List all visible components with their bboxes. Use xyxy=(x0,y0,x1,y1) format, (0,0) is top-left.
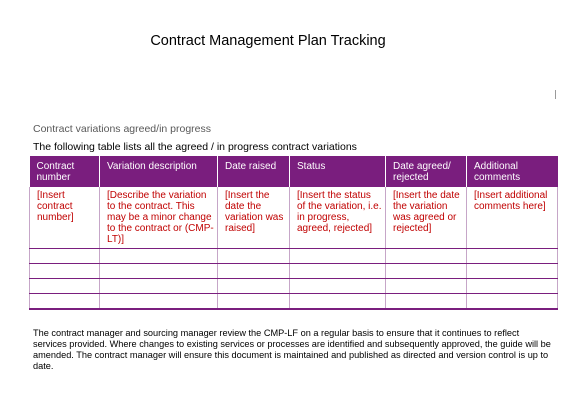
table-cell[interactable] xyxy=(99,263,218,279)
table-row xyxy=(29,293,558,310)
table-cell[interactable] xyxy=(99,248,218,264)
table-cell[interactable] xyxy=(385,278,467,294)
cell-additional-comments[interactable]: [Insert additional comments here] xyxy=(466,187,558,249)
table-cell[interactable] xyxy=(29,263,100,279)
table-cell[interactable] xyxy=(466,263,558,279)
footer-paragraph: The contract manager and sourcing manage… xyxy=(33,328,551,371)
table-cell[interactable] xyxy=(29,293,100,310)
header-contract-number: Contract number xyxy=(29,156,100,187)
table-cell[interactable] xyxy=(99,293,218,310)
header-variation-description: Variation description xyxy=(99,156,218,187)
variations-table: Contract number Variation description Da… xyxy=(29,156,558,310)
table-row: [Insert contract number] [Describe the v… xyxy=(29,187,558,249)
cell-date-agreed-rejected[interactable]: [Insert the date the variation was agree… xyxy=(385,187,467,249)
table-cell[interactable] xyxy=(385,293,467,310)
header-date-agreed-rejected: Date agreed/ rejected xyxy=(385,156,467,187)
table-cell[interactable] xyxy=(217,278,290,294)
header-status: Status xyxy=(289,156,386,187)
table-cell[interactable] xyxy=(466,278,558,294)
cell-status[interactable]: [Insert the status of the variation, i.e… xyxy=(289,187,386,249)
document-title: Contract Management Plan Tracking xyxy=(150,33,386,49)
table-cell[interactable] xyxy=(385,248,467,264)
header-additional-comments: Additional comments xyxy=(466,156,558,187)
table-cell[interactable] xyxy=(385,263,467,279)
table-cell[interactable] xyxy=(29,278,100,294)
table-cell[interactable] xyxy=(466,293,558,310)
section-heading: Contract variations agreed/in progress xyxy=(33,123,212,135)
table-cell[interactable] xyxy=(289,248,386,264)
cell-variation-description[interactable]: [Describe the variation to the contract.… xyxy=(99,187,218,249)
table-cell[interactable] xyxy=(99,278,218,294)
table-row xyxy=(29,278,558,294)
cell-contract-number[interactable]: [Insert contract number] xyxy=(29,187,100,249)
intro-text: The following table lists all the agreed… xyxy=(33,141,357,153)
table-cell[interactable] xyxy=(466,248,558,264)
table-cell[interactable] xyxy=(289,278,386,294)
table-row xyxy=(29,263,558,279)
table-cell[interactable] xyxy=(217,263,290,279)
cell-date-raised[interactable]: [Insert the date the variation was raise… xyxy=(217,187,290,249)
table-cell[interactable] xyxy=(289,293,386,310)
table-cell[interactable] xyxy=(29,248,100,264)
header-date-raised: Date raised xyxy=(217,156,290,187)
table-row xyxy=(29,248,558,264)
table-cell[interactable] xyxy=(217,248,290,264)
text-cursor-mark xyxy=(555,90,556,99)
table-cell[interactable] xyxy=(217,293,290,310)
table-header-row: Contract number Variation description Da… xyxy=(29,156,558,187)
table-cell[interactable] xyxy=(289,263,386,279)
